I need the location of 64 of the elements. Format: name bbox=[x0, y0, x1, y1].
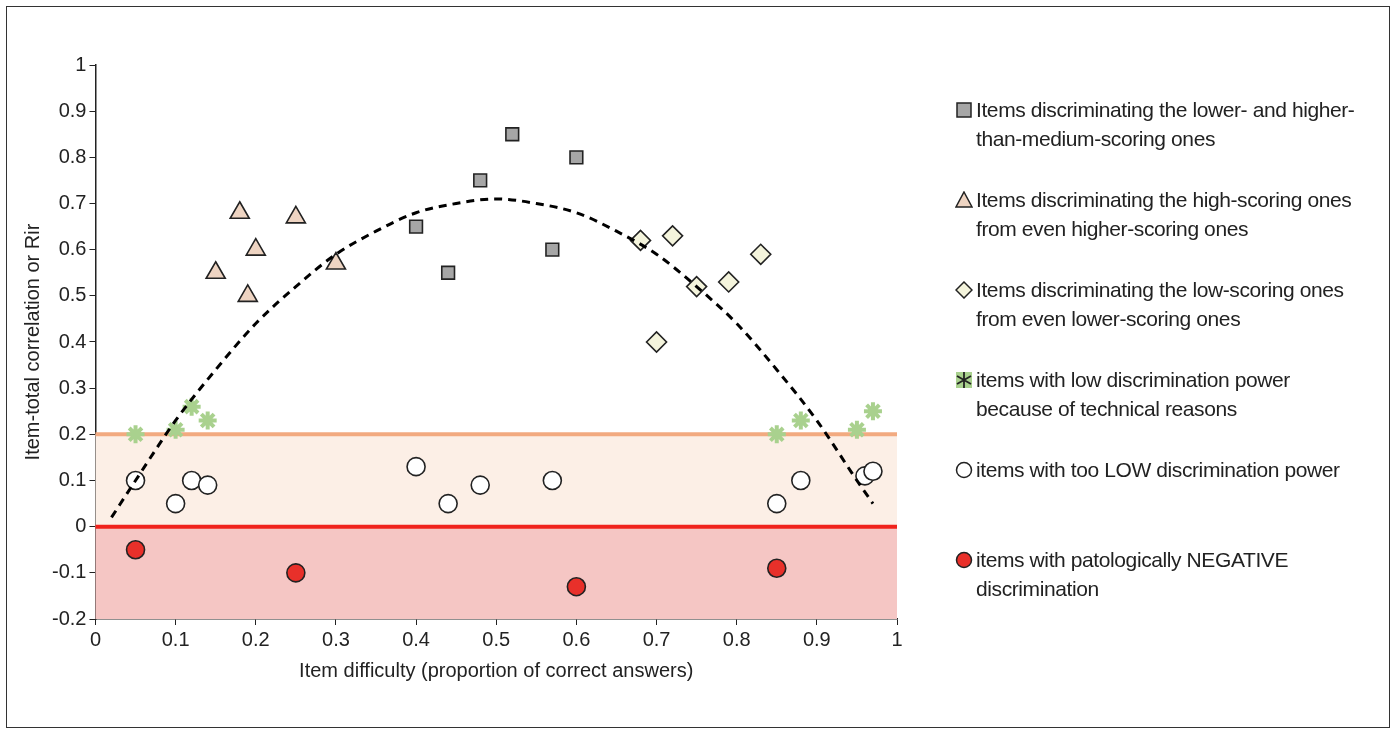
y-tick-label: 0.2 bbox=[58, 421, 87, 444]
y-tick-label: 0 bbox=[75, 514, 87, 537]
point bbox=[196, 409, 219, 432]
point bbox=[861, 400, 884, 423]
legend-label: items with low discrimination power because of technical reasons bbox=[976, 367, 1291, 422]
point bbox=[408, 219, 424, 234]
point bbox=[661, 225, 684, 247]
point bbox=[645, 331, 668, 353]
y-tick-label: 1 bbox=[75, 52, 87, 75]
x-tick-label: 0.5 bbox=[482, 627, 511, 650]
legend-label: items with patologically NEGATIVE discrimination bbox=[976, 547, 1290, 602]
point bbox=[717, 271, 740, 293]
y-tick-label: -0.2 bbox=[51, 606, 87, 629]
legend-label: Items discriminating the high-scoring ones from even higher-scoring ones bbox=[976, 187, 1353, 242]
legend-label: items with too LOW discrimination power bbox=[976, 457, 1341, 483]
point bbox=[124, 423, 147, 446]
point bbox=[863, 461, 883, 482]
point bbox=[505, 127, 520, 142]
x-tick-label: 0.6 bbox=[562, 627, 591, 650]
point bbox=[165, 493, 186, 514]
point bbox=[749, 243, 772, 266]
point bbox=[569, 150, 584, 165]
point bbox=[470, 475, 490, 495]
legend-label: Items discriminating the lower- and higher-than-medium-scoring ones bbox=[976, 97, 1356, 152]
point bbox=[791, 470, 811, 491]
x-tick-label: 0.3 bbox=[322, 627, 350, 650]
x-tick-label: 0.9 bbox=[802, 627, 831, 650]
point bbox=[197, 475, 218, 495]
y-tick-label: 0.4 bbox=[58, 329, 87, 352]
x-tick-label: 1 bbox=[891, 627, 903, 650]
point bbox=[789, 409, 812, 432]
point bbox=[473, 173, 488, 188]
point bbox=[181, 470, 202, 491]
y-tick-label: 0.7 bbox=[58, 191, 87, 214]
point bbox=[125, 539, 146, 560]
point bbox=[440, 265, 456, 280]
y-tick-label: 0.6 bbox=[58, 237, 87, 260]
point bbox=[438, 493, 458, 514]
x-tick-label: 0.7 bbox=[642, 627, 671, 650]
x-tick-label: 0.4 bbox=[402, 627, 430, 650]
x-axis-title: Item difficulty (proportion of correct answers) bbox=[299, 658, 694, 681]
point bbox=[286, 563, 306, 583]
point bbox=[566, 576, 587, 597]
point bbox=[164, 418, 187, 441]
y-tick-label: -0.1 bbox=[51, 560, 87, 583]
point bbox=[542, 470, 563, 491]
y-tick-label: 0.5 bbox=[58, 283, 87, 306]
y-tick-label: 0.9 bbox=[58, 98, 87, 121]
line-series bbox=[109, 197, 875, 519]
point bbox=[545, 242, 560, 257]
point bbox=[406, 456, 426, 477]
y-tick-label: 0.1 bbox=[58, 468, 87, 491]
x-tick-label: 0 bbox=[89, 627, 102, 650]
x-tick-label: 0.2 bbox=[241, 627, 270, 650]
point bbox=[766, 493, 787, 514]
x-tick-label: 0.8 bbox=[722, 627, 751, 650]
point bbox=[765, 423, 788, 446]
legend-label: Items discriminating the low-scoring ones from even lower-scoring ones bbox=[976, 277, 1345, 332]
point bbox=[766, 558, 787, 579]
x-tick-label: 0.1 bbox=[161, 627, 190, 650]
y-tick-label: 0.8 bbox=[58, 144, 87, 167]
point bbox=[845, 418, 868, 441]
y-axis-title: Item-total correlation or Rir bbox=[20, 223, 43, 461]
y-tick-label: 0.3 bbox=[58, 375, 87, 398]
